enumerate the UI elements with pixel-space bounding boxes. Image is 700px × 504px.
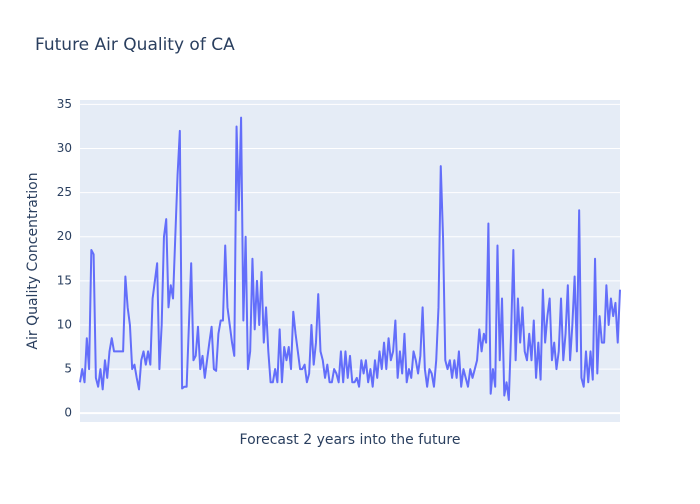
y-tick-label: 25 xyxy=(57,185,72,199)
y-tick-label: 30 xyxy=(57,141,72,155)
y-axis-title: Air Quality Concentration xyxy=(25,172,41,349)
y-tick-label: 20 xyxy=(57,229,72,243)
data-line xyxy=(79,116,621,401)
plot-area xyxy=(80,100,620,422)
y-tick-label: 35 xyxy=(57,97,72,111)
x-axis-title: Forecast 2 years into the future xyxy=(240,432,461,448)
chart-title: Future Air Quality of CA xyxy=(35,35,235,55)
y-tick-label: 0 xyxy=(64,406,72,420)
y-tick-label: 15 xyxy=(57,273,72,287)
y-tick-label: 5 xyxy=(64,362,72,376)
y-tick-label: 10 xyxy=(57,317,72,331)
